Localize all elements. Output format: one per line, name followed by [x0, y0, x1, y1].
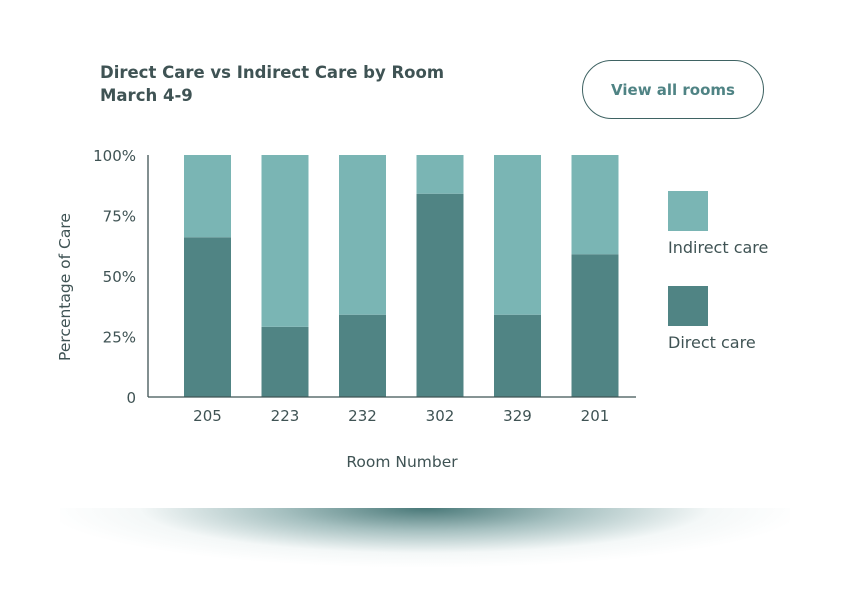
x-tick-label-205: 205: [193, 407, 222, 425]
bar-direct-223: [261, 326, 309, 397]
axes-group: 205 223 232 302 329 201 0 25% 50% 75% 100% Room Num…: [56, 147, 636, 471]
bar-direct-232: [339, 314, 386, 397]
legend-label-direct: Direct care: [668, 333, 756, 352]
x-tick-label-201: 201: [581, 407, 610, 425]
chart-title-line1: Direct Care vs Indirect Care by Room: [100, 63, 445, 82]
legend-swatch-direct: [668, 286, 708, 326]
bar-indirect-329: [494, 155, 541, 315]
y-axis-title: Percentage of Care: [56, 213, 74, 361]
x-tick-label-232: 232: [348, 407, 377, 425]
bar-indirect-201: [571, 155, 619, 255]
y-tick-label-50: 50%: [103, 268, 136, 286]
chart-title: Direct Care vs Indirect Care by Room Mar…: [100, 61, 444, 107]
y-tick-label-0: 0: [126, 389, 136, 407]
decorative-shadow: [60, 508, 790, 568]
bars-group: [184, 155, 619, 397]
x-tick-label-329: 329: [503, 407, 532, 425]
bar-indirect-232: [339, 155, 386, 315]
x-tick-label-223: 223: [271, 407, 300, 425]
x-axis-title: Room Number: [346, 453, 458, 471]
bar-direct-329: [494, 314, 541, 397]
x-tick-label-302: 302: [426, 407, 455, 425]
y-tick-label-100: 100%: [93, 147, 136, 165]
bar-indirect-302: [416, 155, 464, 194]
bar-indirect-223: [261, 155, 309, 327]
legend-label-indirect: Indirect care: [668, 238, 769, 257]
y-tick-label-25: 25%: [103, 329, 136, 347]
y-tick-label-75: 75%: [103, 208, 136, 226]
legend-swatch-indirect: [668, 191, 708, 231]
bar-direct-205: [184, 237, 231, 397]
view-all-rooms-button[interactable]: View all rooms: [582, 60, 764, 119]
bar-direct-302: [416, 193, 464, 397]
chart-title-line2: March 4-9: [100, 86, 193, 105]
bar-direct-201: [571, 254, 619, 397]
bar-indirect-205: [184, 155, 231, 238]
